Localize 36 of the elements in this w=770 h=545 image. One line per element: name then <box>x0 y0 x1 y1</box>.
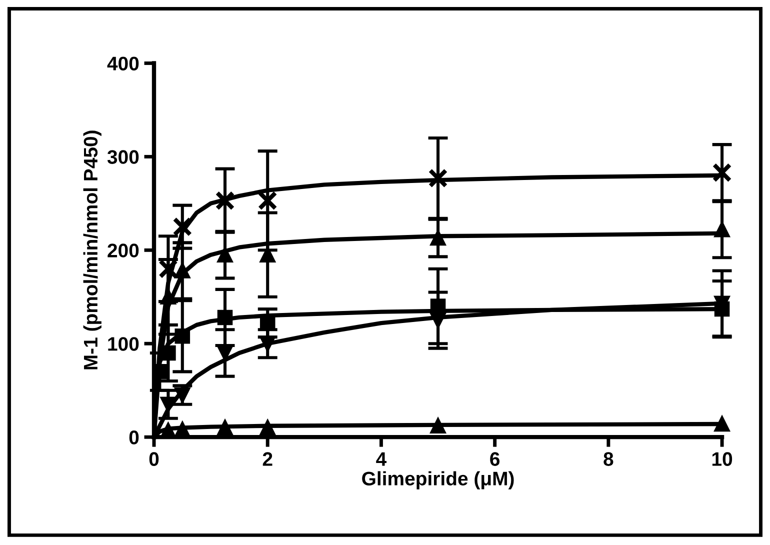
point <box>260 420 276 436</box>
x-tick-label: 6 <box>490 452 500 466</box>
point <box>172 217 192 237</box>
point <box>430 418 446 434</box>
point <box>174 328 190 344</box>
y-tick-label: 0 <box>129 430 139 444</box>
point <box>258 190 278 210</box>
x-tick-label: 10 <box>712 452 732 466</box>
point <box>430 312 446 328</box>
y-tick-label: 300 <box>107 150 139 164</box>
point <box>217 420 233 436</box>
point <box>160 345 176 361</box>
y-axis-title: M-1 (pmol/min/nmol P450) <box>83 130 102 370</box>
point <box>714 416 730 432</box>
point <box>714 222 730 238</box>
point <box>158 259 178 279</box>
point <box>217 247 233 262</box>
point <box>160 396 176 412</box>
y-tick-label: 400 <box>107 56 139 70</box>
x-tick-label: 4 <box>376 452 387 466</box>
point <box>260 247 276 262</box>
point <box>215 190 235 210</box>
x-tick-label: 0 <box>149 452 159 466</box>
y-tick-label: 100 <box>108 337 139 351</box>
x-axis-title: Glimepiride (μM) <box>362 471 514 490</box>
x-tick-label: 2 <box>262 452 272 466</box>
point <box>217 345 233 361</box>
point <box>160 289 176 305</box>
point <box>174 263 190 278</box>
point <box>428 168 448 188</box>
point <box>430 230 446 246</box>
point <box>712 162 732 182</box>
point <box>430 298 446 314</box>
x-tick-label: 8 <box>604 452 614 466</box>
point <box>217 310 233 326</box>
y-tick-label: 200 <box>108 244 139 258</box>
